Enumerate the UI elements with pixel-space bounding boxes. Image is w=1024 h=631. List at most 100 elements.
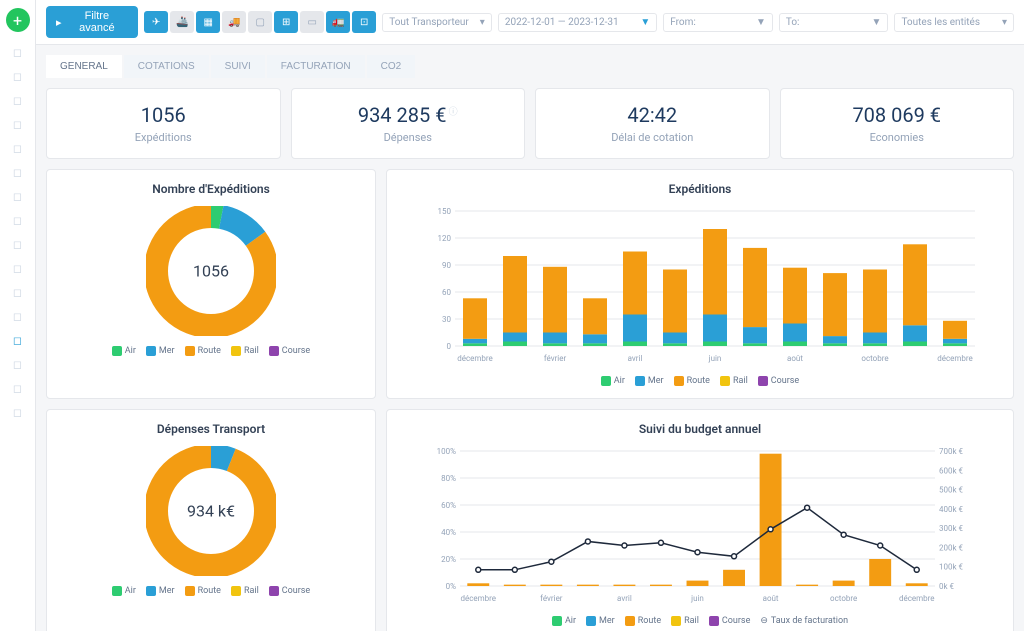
svg-text:décembre: décembre bbox=[457, 354, 493, 363]
kpi-card: 42:42 Délai de cotation bbox=[535, 88, 770, 159]
sidebar: + ◻ ◻ ◻ ◻ ◻ ◻ ◻ ◻ ◻ ◻ ◻ ◻ ◻ ◻ ◻ ◻ bbox=[0, 0, 36, 631]
sidebar-download-icon[interactable]: ◻ bbox=[10, 404, 26, 420]
sidebar-arrows-icon[interactable]: ◻ bbox=[10, 92, 26, 108]
svg-text:400k €: 400k € bbox=[939, 505, 964, 514]
sidebar-chart-icon[interactable]: ◻ bbox=[10, 68, 26, 84]
sidebar-list-icon[interactable]: ◻ bbox=[10, 140, 26, 156]
tab-suivi[interactable]: SUIVI bbox=[211, 55, 265, 78]
svg-text:100%: 100% bbox=[437, 447, 456, 456]
legend-item: Course bbox=[269, 346, 310, 356]
mode-button-1[interactable]: 🚢 bbox=[170, 11, 194, 33]
svg-text:30: 30 bbox=[442, 315, 451, 324]
svg-text:40%: 40% bbox=[441, 528, 456, 537]
legend-item: Air bbox=[601, 376, 625, 386]
info-icon: ⓘ bbox=[446, 107, 457, 117]
mode-button-3[interactable]: 🚚 bbox=[222, 11, 246, 33]
sidebar-stats-icon[interactable]: ◻ bbox=[10, 332, 26, 348]
legend: AirMerRouteRailCourse bbox=[112, 586, 310, 596]
legend-item: Air bbox=[112, 346, 136, 356]
svg-text:500k €: 500k € bbox=[939, 486, 964, 495]
svg-text:février: février bbox=[540, 594, 563, 603]
legend-item: Air bbox=[552, 616, 576, 626]
svg-text:0%: 0% bbox=[446, 582, 456, 591]
svg-text:0: 0 bbox=[447, 342, 452, 351]
sidebar-pin-icon[interactable]: ◻ bbox=[10, 188, 26, 204]
combo-card-budget: Suivi du budget annuel 0%20%40%60%80%100… bbox=[386, 409, 1014, 631]
sidebar-home-icon[interactable]: ◻ bbox=[10, 236, 26, 252]
svg-text:600k €: 600k € bbox=[939, 466, 964, 475]
kpi-value: 934 285 € ⓘ bbox=[302, 103, 515, 127]
kpi-card: 1056 Expéditions bbox=[46, 88, 281, 159]
svg-text:200k €: 200k € bbox=[939, 543, 964, 552]
legend: Air Mer Route Rail Course bbox=[112, 346, 310, 356]
to-input[interactable]: To:▼ bbox=[779, 13, 889, 32]
sidebar-search-icon[interactable]: ◻ bbox=[10, 308, 26, 324]
legend-item: Rail bbox=[231, 346, 259, 356]
mode-button-5[interactable]: ⊞ bbox=[274, 11, 298, 33]
svg-text:20%: 20% bbox=[441, 555, 456, 564]
donut-chart: 934 k€ bbox=[146, 446, 276, 576]
svg-text:février: février bbox=[544, 354, 567, 363]
tab-facturation[interactable]: FACTURATION bbox=[267, 55, 365, 78]
mode-buttons: ✈🚢▦🚚▢⊞▭🚛⊡ bbox=[144, 11, 376, 33]
kpi-row: 1056Expéditions934 285 € ⓘDépenses42:42D… bbox=[46, 88, 1014, 159]
sidebar-bell-icon[interactable]: ◻ bbox=[10, 260, 26, 276]
legend: AirMerRouteRailCourse bbox=[399, 376, 1001, 386]
chart-title: Suivi du budget annuel bbox=[399, 422, 1001, 436]
daterange-select[interactable]: 2022-12-01 — 2023-12-31▼ bbox=[498, 13, 657, 32]
sidebar-cloud-icon[interactable]: ◻ bbox=[10, 356, 26, 372]
mode-button-0[interactable]: ✈ bbox=[144, 11, 168, 33]
kpi-value: 42:42 bbox=[546, 103, 759, 127]
mode-button-2[interactable]: ▦ bbox=[196, 11, 220, 33]
svg-text:90: 90 bbox=[442, 261, 451, 270]
svg-text:150: 150 bbox=[438, 207, 452, 216]
donut-center: 934 k€ bbox=[187, 502, 235, 521]
svg-text:avril: avril bbox=[617, 594, 632, 603]
svg-text:juin: juin bbox=[708, 354, 722, 363]
kpi-label: Economies bbox=[791, 131, 1004, 144]
legend-item: Mer bbox=[635, 376, 664, 386]
tab-co2[interactable]: CO2 bbox=[367, 55, 416, 78]
sidebar-arrows2-icon[interactable]: ◻ bbox=[10, 116, 26, 132]
svg-text:juin: juin bbox=[690, 594, 704, 603]
kpi-value: 1056 bbox=[57, 103, 270, 127]
tab-general[interactable]: GENERAL bbox=[46, 55, 122, 78]
kpi-label: Expéditions bbox=[57, 131, 270, 144]
legend-item: Mer bbox=[146, 346, 175, 356]
legend-item: Course bbox=[709, 616, 750, 626]
add-button[interactable]: + bbox=[6, 8, 30, 32]
mode-button-4[interactable]: ▢ bbox=[248, 11, 272, 33]
legend: AirMerRouteRailCourse⊖Taux de facturatio… bbox=[399, 616, 1001, 626]
sidebar-euro-icon[interactable]: ◻ bbox=[10, 284, 26, 300]
sidebar-upload-icon[interactable]: ◻ bbox=[10, 380, 26, 396]
chart-title: Expéditions bbox=[399, 182, 1001, 196]
sidebar-truck-icon[interactable]: ◻ bbox=[10, 44, 26, 60]
combo-chart: 0%20%40%60%80%100%0k €100k €200k €300k €… bbox=[399, 446, 1001, 606]
legend-item: Route bbox=[674, 376, 710, 386]
kpi-label: Délai de cotation bbox=[546, 131, 759, 144]
kpi-card: 708 069 €Economies bbox=[780, 88, 1015, 159]
legend-item: Course bbox=[758, 376, 799, 386]
legend-item: Route bbox=[185, 346, 221, 356]
filter-advanced-button[interactable]: ▸ Filtre avancé bbox=[46, 6, 138, 38]
transporteur-select[interactable]: Tout Transporteur▾ bbox=[382, 13, 492, 32]
svg-text:octobre: octobre bbox=[861, 354, 888, 363]
sidebar-box-icon[interactable]: ◻ bbox=[10, 164, 26, 180]
funnel-icon: ▼ bbox=[640, 17, 650, 28]
from-input[interactable]: From:▼ bbox=[663, 13, 773, 32]
chart-title: Dépenses Transport bbox=[59, 422, 363, 436]
funnel-icon: ▼ bbox=[872, 17, 882, 28]
mode-button-7[interactable]: 🚛 bbox=[326, 11, 350, 33]
funnel-icon: ▼ bbox=[756, 17, 766, 28]
svg-text:0k €: 0k € bbox=[939, 582, 955, 591]
donut-chart: 1056 bbox=[146, 206, 276, 336]
mode-button-8[interactable]: ⊡ bbox=[352, 11, 376, 33]
legend-item: Course bbox=[269, 586, 310, 596]
svg-text:avril: avril bbox=[628, 354, 643, 363]
svg-text:décembre: décembre bbox=[460, 594, 496, 603]
mode-button-6[interactable]: ▭ bbox=[300, 11, 324, 33]
legend-item: Route bbox=[625, 616, 661, 626]
sidebar-lock-icon[interactable]: ◻ bbox=[10, 212, 26, 228]
tab-cotations[interactable]: COTATIONS bbox=[124, 55, 209, 78]
entities-select[interactable]: Toutes les entités▾ bbox=[894, 13, 1014, 32]
